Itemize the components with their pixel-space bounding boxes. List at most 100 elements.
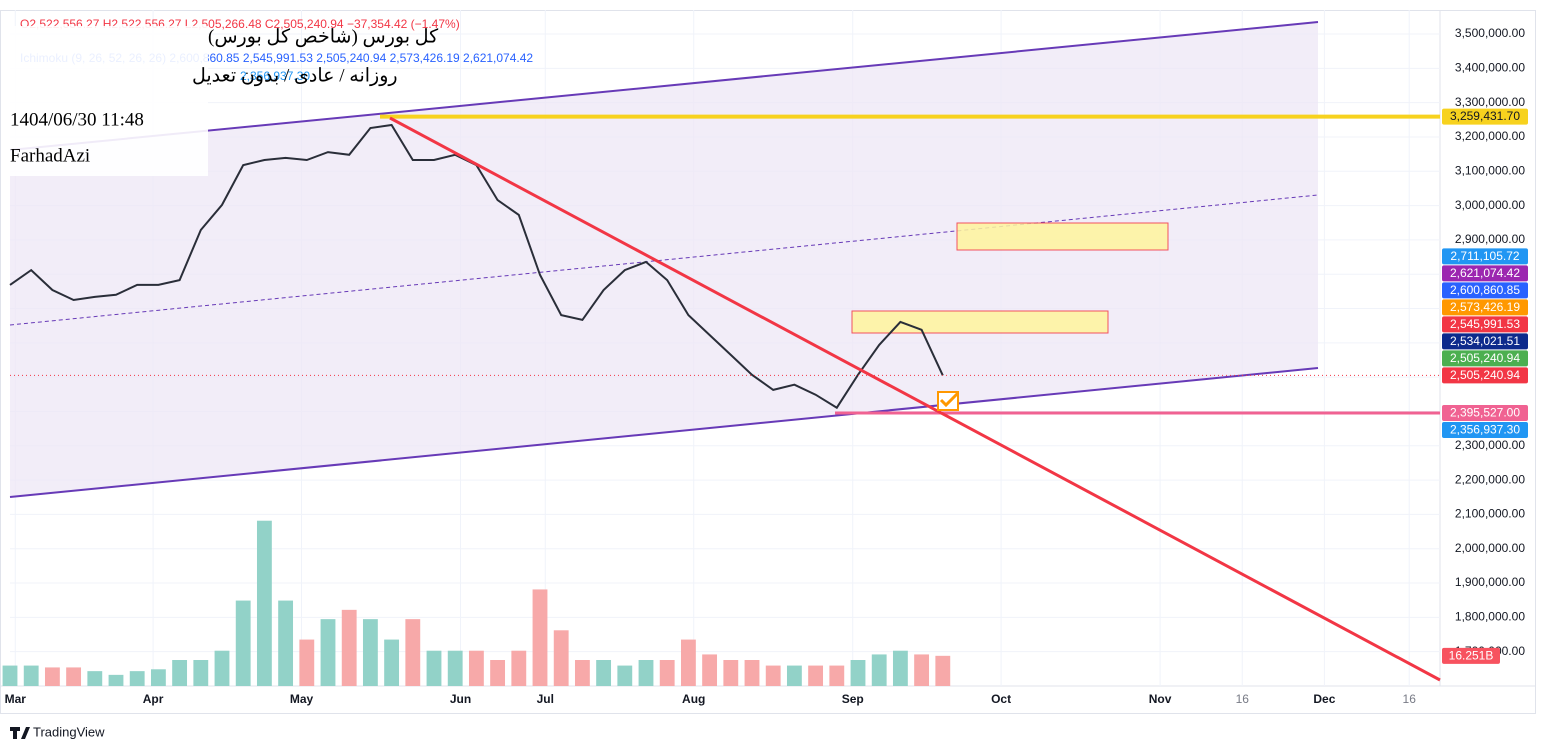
price-tag-label: 2,395,527.00 [1450,406,1520,420]
volume-bar [829,665,845,686]
x-tick-label: Aug [682,692,705,706]
volume-bar [405,619,421,686]
volume-bar [235,600,251,686]
volume-bar [447,650,463,686]
x-tick-label: 16 [1236,692,1250,706]
price-tag [1442,333,1528,350]
x-tick-label: Mar [5,692,27,706]
x-tick-label: Apr [143,692,164,706]
price-tag-label: 2,356,937.30 [1450,423,1520,437]
y-tick-label: 3,500,000.00 [1455,26,1525,40]
x-tick-label: Jul [537,692,554,706]
volume-bar [574,660,590,686]
volume-bar [426,650,442,686]
y-tick-label: 3,100,000.00 [1455,163,1525,177]
price-tag-label: 2,534,021.51 [1450,334,1520,348]
volume-bar [680,639,696,686]
title: کل بورس (شاخص کل بورس) [208,26,439,47]
volume-bar [532,589,548,686]
zone-box [956,222,1169,251]
volume-bar [723,660,739,686]
volume-bar [108,674,124,686]
volume-bar [2,665,18,686]
price-tag [1442,405,1528,422]
price-tag [1442,367,1528,384]
volume-bar [214,650,230,686]
price-tag-label: 2,621,074.42 [1450,266,1520,280]
y-tick-label: 1,900,000.00 [1455,575,1525,589]
price-tag [1442,422,1528,439]
y-tick-label: 3,300,000.00 [1455,95,1525,109]
volume-bar [914,654,930,686]
price-tag-label: 2,505,240.94 [1450,351,1520,365]
volume-bar [596,660,612,686]
y-tick-label: 3,400,000.00 [1455,61,1525,75]
x-tick-label: May [290,692,314,706]
y-tick-label: 2,300,000.00 [1455,438,1525,452]
price-tag [1442,248,1528,265]
x-tick-label: Nov [1149,692,1172,706]
x-tick-label: 16 [1403,692,1417,706]
volume-bar [150,669,166,686]
brand-logo [10,727,30,739]
price-tag-label: 2,573,426.19 [1450,300,1520,314]
volume-bar [23,665,39,686]
datetime: 1404/06/30 11:48 [10,109,144,130]
volume-bar [490,660,506,686]
volume-bar [892,650,908,686]
volume-bar [129,671,145,686]
bands-legend: 2,356,937.30 [240,69,310,83]
y-tick-label: 2,200,000.00 [1455,472,1525,486]
volume-bar [553,630,569,686]
header-box [8,26,208,176]
volume-bar [320,619,336,686]
check-mark [939,391,960,408]
volume-bar [468,650,484,686]
volume-bar [341,609,357,686]
volume-bar [66,667,82,686]
volume-bar [808,665,824,686]
y-tick-label: 3,000,000.00 [1455,198,1525,212]
y-tick-label: 2,900,000.00 [1455,232,1525,246]
subtitle: روزانه / عادی / بدون تعدیل [192,65,398,86]
volume-bar [702,654,718,686]
volume-bar [638,660,654,686]
volume-bar [278,600,294,686]
volume-bar [850,660,866,686]
channel-mid [9,194,1319,326]
price-tag-label: 2,505,240.94 [1450,368,1520,382]
volume-bar [193,660,209,686]
volume-bar [87,671,103,686]
channel-fill [10,22,1318,497]
volume-bar [744,660,760,686]
price-tag-label: 3,259,431.70 [1450,109,1520,123]
price-tag-label: 2,545,991.53 [1450,317,1520,331]
x-tick-label: Oct [991,692,1011,706]
y-tick-label: 3,200,000.00 [1455,129,1525,143]
price-tag [1442,265,1528,282]
y-tick-label: 2,000,000.00 [1455,541,1525,555]
y-tick-label: 2,100,000.00 [1455,507,1525,521]
volume-bar [256,520,272,686]
x-tick-label: Jun [450,692,471,706]
x-tick-label: Dec [1313,692,1335,706]
price-tag [1442,350,1528,367]
x-tick-label: Sep [842,692,864,706]
brand: TradingView [33,724,105,739]
volume-bar [765,665,781,686]
zone-box [851,310,1109,334]
price-tag [1442,282,1528,299]
price-tag [1442,316,1528,333]
volume-tag-label: 16.251B [1449,648,1494,662]
volume-tag [1442,647,1500,664]
channel-lower [9,367,1319,498]
channel-upper [9,21,1319,151]
price-tag-label: 2,600,860.85 [1450,283,1520,297]
author: FarhadAzi [10,145,90,166]
volume-bar [172,660,188,686]
volume-bar [384,639,400,686]
price-tag-label: 2,711,105.72 [1450,249,1520,263]
price-tag [1442,299,1528,316]
volume-bar [786,665,802,686]
